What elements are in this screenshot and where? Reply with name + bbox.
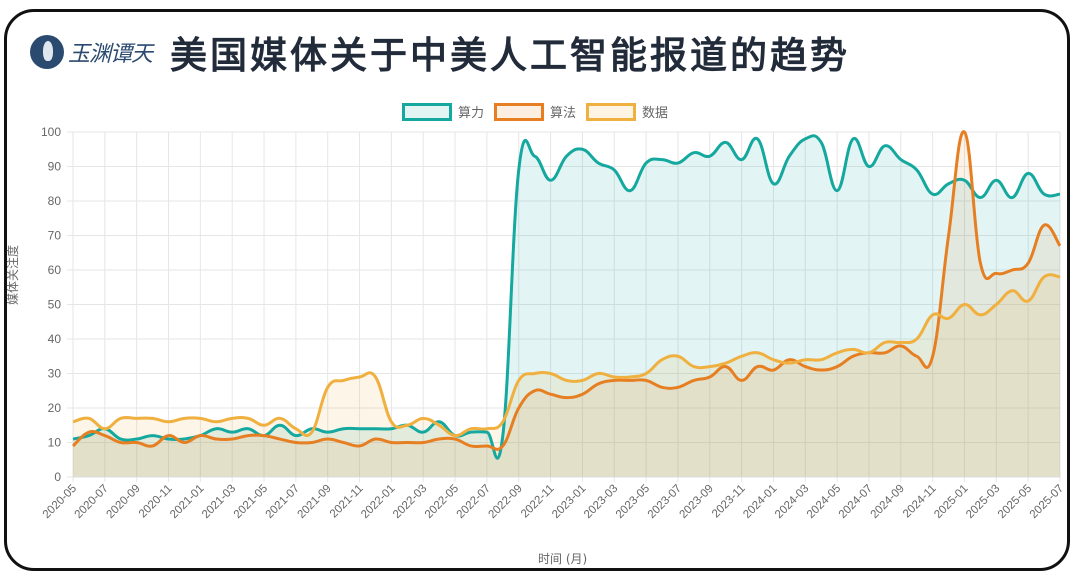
- x-tick-label: 2023-09: [678, 483, 716, 521]
- x-tick-label: 2020-07: [73, 483, 111, 521]
- y-tick-label: 50: [48, 298, 62, 312]
- legend-label: 数据: [642, 106, 669, 121]
- x-tick-label: 2021-07: [264, 483, 302, 521]
- y-tick-label: 40: [48, 332, 62, 346]
- x-tick-label: 2025-05: [996, 483, 1034, 521]
- x-tick-label: 2022-03: [391, 483, 429, 521]
- x-tick-label: 2024-09: [869, 483, 907, 521]
- y-tick-label: 90: [48, 160, 62, 174]
- y-tick-label: 20: [48, 401, 62, 415]
- legend-label: 算力: [458, 106, 485, 121]
- x-tick-label: 2022-09: [487, 483, 525, 521]
- x-tick-label: 2024-05: [805, 483, 843, 521]
- x-tick-label: 2023-03: [582, 483, 620, 521]
- x-tick-label: 2021-03: [200, 483, 238, 521]
- x-tick-label: 2022-07: [455, 483, 493, 521]
- y-tick-label: 70: [48, 229, 62, 243]
- header: 玉渊谭天 美国媒体关于中美人工智能报道的趋势: [30, 22, 850, 82]
- legend-item-algorithm[interactable]: 算法: [494, 102, 576, 121]
- x-tick-label: 2022-05: [423, 483, 461, 521]
- legend-swatch-compute: [402, 102, 452, 121]
- x-tick-label: 2021-09: [295, 483, 333, 521]
- x-tick-label: 2024-07: [837, 483, 875, 521]
- x-tick-label: 2021-05: [232, 483, 270, 521]
- x-tick-label: 2022-01: [359, 483, 397, 521]
- series-line-compute[interactable]: [72, 134, 1061, 460]
- series-line-data[interactable]: [72, 273, 1061, 438]
- y-tick-label: 10: [48, 436, 62, 450]
- series-line-algorithm[interactable]: [71, 130, 1062, 451]
- logo: 玉渊谭天: [30, 35, 170, 69]
- legend-item-data[interactable]: 数据: [586, 102, 668, 121]
- area-data: [73, 274, 1060, 477]
- x-tick-label: 2025-01: [932, 483, 970, 521]
- x-tick-label: 2025-07: [1028, 483, 1066, 521]
- x-tick-label: 2023-01: [550, 483, 588, 521]
- y-tick-label: 30: [48, 367, 62, 381]
- logo-text: 玉渊谭天: [68, 42, 153, 67]
- page-title: 美国媒体关于中美人工智能报道的趋势: [170, 34, 851, 77]
- x-tick-label: 2025-03: [964, 483, 1002, 521]
- x-tick-label: 2020-05: [41, 483, 79, 521]
- x-tick-label: 2023-05: [614, 483, 652, 521]
- legend-swatch-data: [586, 102, 637, 121]
- x-tick-label: 2020-09: [104, 483, 142, 521]
- y-tick-label: 80: [48, 194, 62, 208]
- area-algorithm: [73, 131, 1060, 477]
- area-compute: [73, 135, 1060, 477]
- x-tick-label: 2024-01: [741, 483, 779, 521]
- legend-item-compute[interactable]: 算力: [402, 102, 484, 121]
- logo-icon: [30, 35, 64, 69]
- legend-swatch-algorithm: [494, 102, 545, 121]
- x-tick-label: 2023-07: [646, 483, 684, 521]
- x-tick-label: 2024-03: [773, 483, 811, 521]
- chart-legend: 算力 算法 数据: [402, 102, 678, 121]
- x-axis-title: 时间 (月): [538, 552, 588, 566]
- y-tick-label: 0: [54, 470, 61, 484]
- y-tick-label: 100: [41, 125, 61, 139]
- legend-label: 算法: [550, 106, 577, 121]
- x-tick-label: 2021-01: [168, 483, 206, 521]
- y-axis-title: 媒体关注度: [6, 244, 20, 305]
- y-tick-label: 60: [48, 263, 62, 277]
